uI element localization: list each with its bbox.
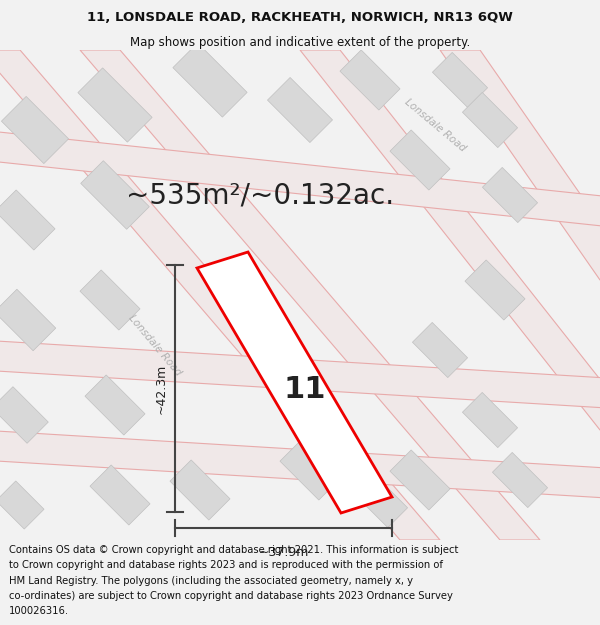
Polygon shape [340, 50, 400, 110]
Polygon shape [390, 130, 450, 190]
Polygon shape [465, 260, 525, 320]
Polygon shape [0, 430, 600, 500]
Text: Lonsdale Road: Lonsdale Road [403, 97, 467, 153]
Text: ~37.9m: ~37.9m [259, 546, 308, 559]
Polygon shape [280, 440, 340, 500]
Polygon shape [463, 92, 518, 148]
Text: co-ordinates) are subject to Crown copyright and database rights 2023 Ordnance S: co-ordinates) are subject to Crown copyr… [9, 591, 453, 601]
Text: 100026316.: 100026316. [9, 606, 69, 616]
Polygon shape [80, 50, 540, 540]
Polygon shape [0, 481, 44, 529]
Polygon shape [197, 252, 392, 513]
Polygon shape [493, 452, 548, 508]
Polygon shape [412, 322, 467, 378]
Text: ~535m²/~0.132ac.: ~535m²/~0.132ac. [126, 181, 394, 209]
Polygon shape [440, 50, 600, 280]
Polygon shape [170, 460, 230, 520]
Polygon shape [0, 340, 600, 410]
Polygon shape [85, 375, 145, 435]
Polygon shape [352, 472, 407, 528]
Text: 11: 11 [284, 376, 326, 404]
Polygon shape [0, 387, 48, 443]
Polygon shape [0, 50, 440, 540]
Text: ~42.3m: ~42.3m [155, 363, 167, 414]
Polygon shape [482, 168, 538, 222]
Text: Lonsdale Road: Lonsdale Road [127, 312, 184, 378]
Polygon shape [0, 130, 600, 230]
Text: Map shows position and indicative extent of the property.: Map shows position and indicative extent… [130, 36, 470, 49]
Polygon shape [268, 78, 332, 142]
Text: to Crown copyright and database rights 2023 and is reproduced with the permissio: to Crown copyright and database rights 2… [9, 560, 443, 570]
Polygon shape [80, 270, 140, 330]
Polygon shape [78, 68, 152, 142]
Polygon shape [90, 465, 150, 525]
Polygon shape [463, 392, 518, 448]
Polygon shape [300, 50, 600, 430]
Polygon shape [433, 52, 488, 107]
Polygon shape [81, 161, 149, 229]
Text: HM Land Registry. The polygons (including the associated geometry, namely x, y: HM Land Registry. The polygons (includin… [9, 576, 413, 586]
Text: Contains OS data © Crown copyright and database right 2021. This information is : Contains OS data © Crown copyright and d… [9, 544, 458, 554]
Polygon shape [390, 450, 450, 510]
Polygon shape [1, 96, 68, 164]
Polygon shape [173, 43, 247, 117]
Polygon shape [0, 190, 55, 250]
Polygon shape [0, 289, 56, 351]
Text: 11, LONSDALE ROAD, RACKHEATH, NORWICH, NR13 6QW: 11, LONSDALE ROAD, RACKHEATH, NORWICH, N… [87, 11, 513, 24]
